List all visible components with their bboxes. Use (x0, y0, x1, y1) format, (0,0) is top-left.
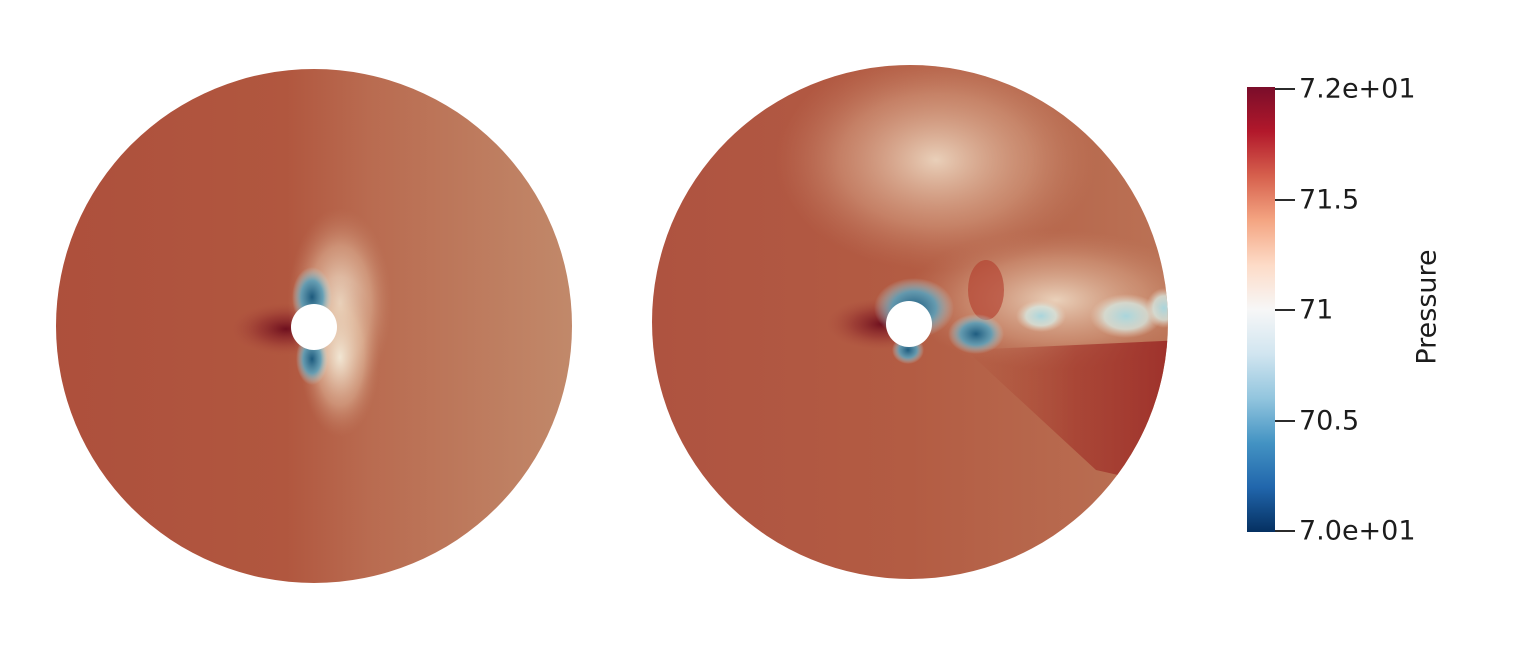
pressure-field-left[interactable] (40, 67, 588, 599)
colorbar-tick-mark (1275, 530, 1295, 532)
cylinder-hole-right (886, 301, 932, 347)
colorbar-tick-mark (1275, 198, 1295, 201)
pressure-field-right[interactable] (636, 50, 1184, 598)
colorbar-tick-label: 71 (1299, 294, 1334, 326)
colorbar-tick-label: 7.0e+01 (1299, 515, 1416, 547)
field-left-layers (56, 69, 572, 583)
colorbar-tick-mark (1275, 309, 1295, 311)
colorbar-tick-mark (1275, 419, 1295, 422)
colorbar-tick-label: 7.2e+01 (1299, 73, 1416, 105)
colorbar-tick-label: 70.5 (1299, 405, 1360, 436)
colorbar-title: Pressure (1411, 249, 1443, 365)
cylinder-hole-left (291, 304, 337, 350)
colorbar[interactable] (1247, 87, 1275, 532)
colorbar-tick-label: 71.5 (1299, 184, 1360, 215)
colorbar-tick-mark (1275, 88, 1295, 90)
